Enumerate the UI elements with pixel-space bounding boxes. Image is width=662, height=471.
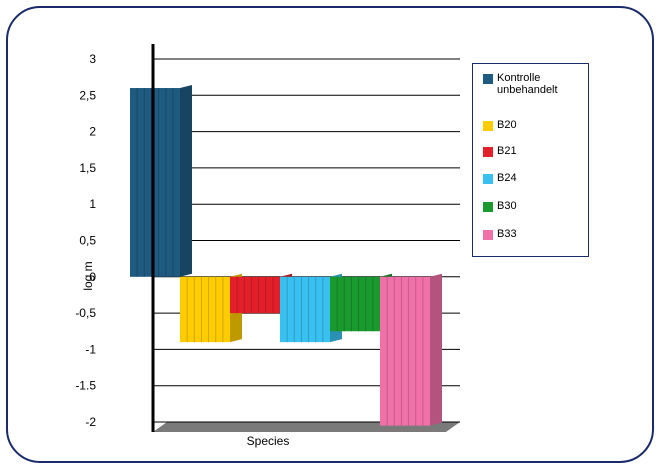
legend-item-b33: B33	[483, 228, 517, 240]
legend-item-b30: B30	[483, 200, 517, 212]
legend-label: B20	[497, 119, 517, 131]
legend-swatch	[483, 202, 493, 212]
y-tick-label: 0,5	[79, 234, 96, 248]
legend-swatch	[483, 147, 493, 157]
legend-swatch	[483, 121, 493, 131]
y-tick-label: -1.5	[75, 379, 96, 393]
y-tick-label: 2	[89, 125, 96, 139]
bar-b20	[180, 276, 230, 343]
legend-label: B30	[497, 200, 517, 212]
bar-side-kontrolle	[180, 85, 192, 277]
legend-item-b24: B24	[483, 172, 517, 184]
bar-b21	[230, 276, 280, 314]
legend: Kontrolle unbehandelt B20 B21 B24 B30 B33	[472, 63, 589, 257]
legend-item-b20: B20	[483, 119, 517, 131]
legend-label: Kontrolle unbehandelt	[497, 72, 558, 96]
legend-item-kontrolle: Kontrolle unbehandelt	[483, 72, 558, 96]
legend-swatch	[483, 74, 493, 84]
legend-label: B24	[497, 172, 517, 184]
bar-side-b33	[430, 273, 442, 426]
legend-label: B33	[497, 228, 517, 240]
legend-swatch	[483, 174, 493, 184]
bar-b24	[280, 276, 330, 343]
y-tick-label: -2	[85, 415, 96, 429]
y-tick-label: 1,5	[79, 161, 96, 175]
bar-b30	[330, 276, 380, 332]
y-axis-label: log m	[81, 261, 95, 290]
legend-swatch	[483, 230, 493, 240]
y-tick-label: 0	[89, 270, 96, 284]
y-tick-label: 2,5	[79, 88, 96, 102]
y-tick-label: 3	[89, 52, 96, 66]
y-tick-label: 1	[89, 197, 96, 211]
y-tick-label: -0,5	[75, 306, 96, 320]
bar-kontrolle	[130, 88, 180, 277]
y-tick-label: -1	[85, 342, 96, 356]
legend-label: B21	[497, 145, 517, 157]
x-axis-label: Species	[247, 434, 290, 448]
bar-b33	[380, 276, 430, 426]
legend-item-b21: B21	[483, 145, 517, 157]
